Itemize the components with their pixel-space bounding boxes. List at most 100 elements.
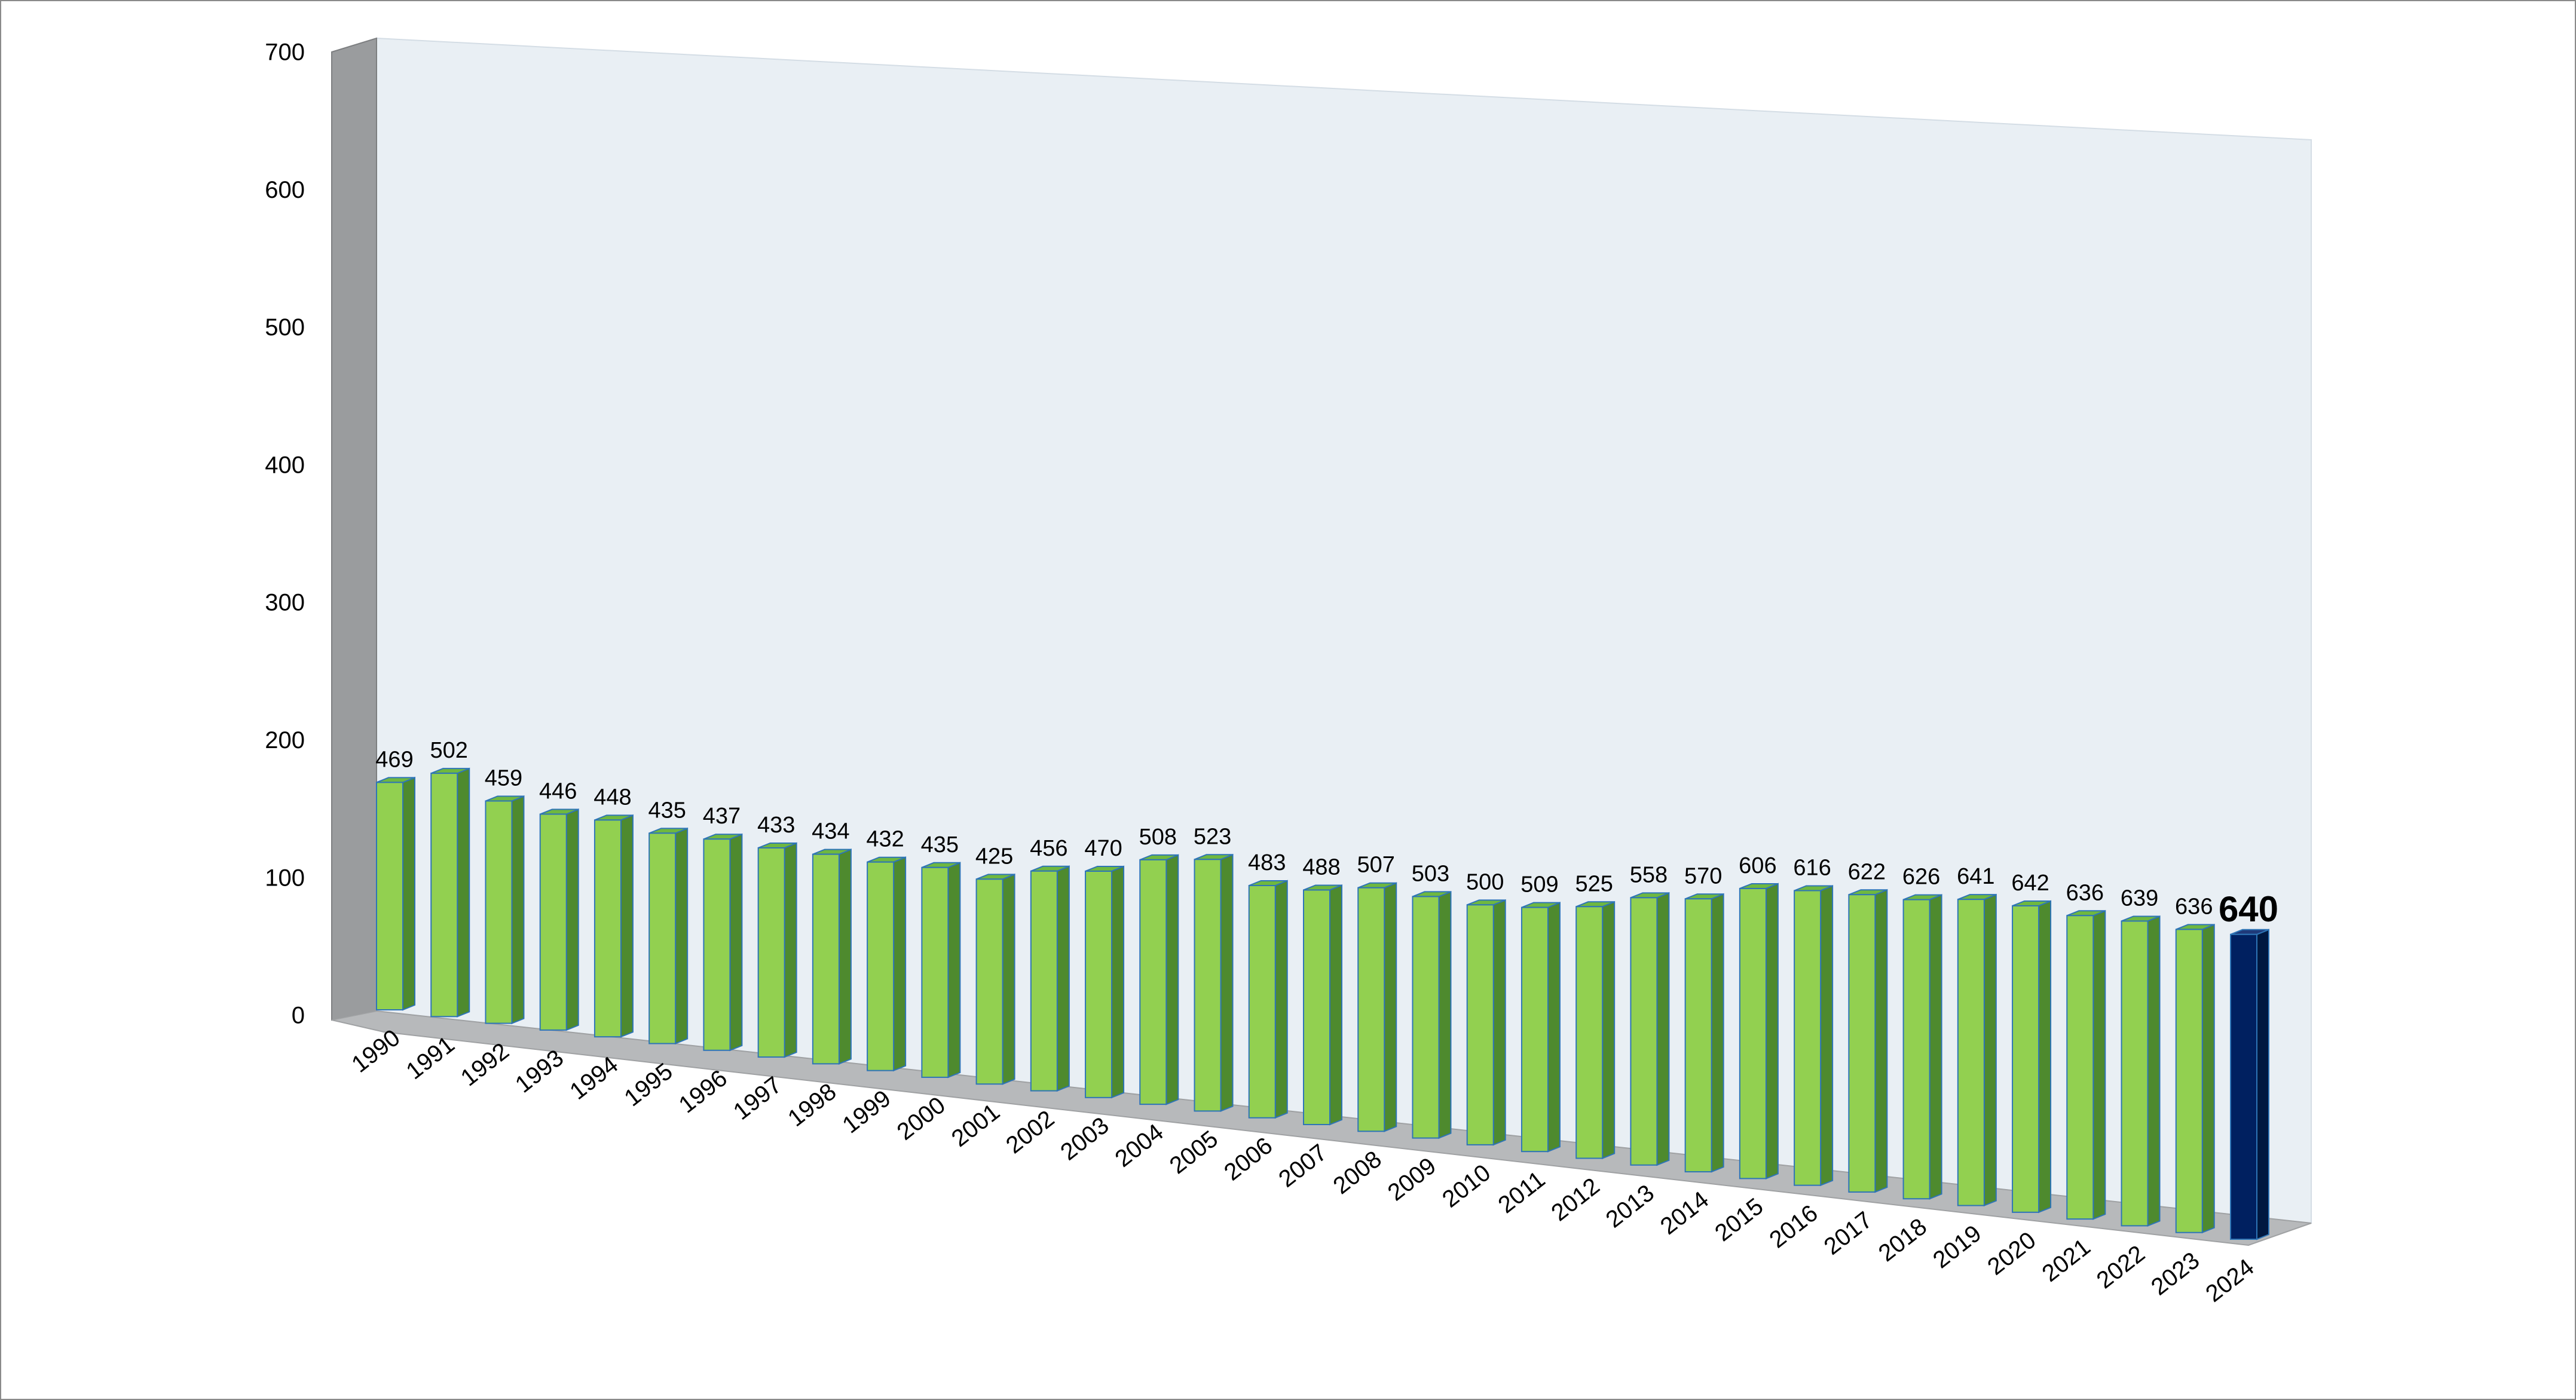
y-tick-label: 0 [292,1003,305,1029]
y-tick-label: 500 [265,314,305,341]
data-label: 507 [1357,853,1395,878]
data-label: 606 [1739,853,1776,878]
bar-2015 [1739,887,1767,1180]
bar-side [1002,873,1015,1085]
data-label: 626 [1902,865,1940,890]
x-tick-label: 2016 [1764,1200,1822,1253]
data-label: 469 [375,747,413,772]
x-tick-label: 2021 [2037,1234,2095,1287]
x-tick-label: 2008 [1329,1146,1387,1199]
data-label: 642 [2011,871,2049,896]
bar-2018 [1902,899,1931,1200]
bar-1992 [485,800,513,1024]
bar-1996 [703,838,731,1051]
data-label: 523 [1194,824,1231,849]
data-label: 488 [1302,854,1340,880]
bar-side [2147,915,2161,1227]
data-label: 570 [1684,863,1722,889]
x-tick-label: 2015 [1710,1193,1768,1246]
x-tick-label: 2018 [1874,1214,1932,1267]
bar-2008 [1357,887,1385,1132]
x-tick-label: 2000 [892,1092,950,1145]
x-tick-label: 2001 [947,1099,1005,1152]
data-label: 470 [1084,836,1122,861]
bar-2012 [1575,906,1604,1159]
y-tick-label: 300 [265,590,305,616]
bar-side [1765,883,1779,1180]
bar-side [2201,923,2215,1234]
x-tick-label: 2012 [1547,1173,1605,1226]
y-tick-label: 200 [265,727,305,753]
data-label: 434 [812,819,849,844]
bar-side [1929,894,1942,1200]
data-label: 448 [593,785,631,810]
data-label: 558 [1630,862,1668,887]
data-label: 425 [975,844,1013,869]
bar-side [1492,899,1506,1146]
bar-1999 [867,861,895,1071]
bar-1995 [648,832,677,1044]
bar-2002 [1030,870,1058,1092]
x-tick-label: 2019 [1928,1220,1986,1273]
bar-2009 [1412,896,1440,1139]
bar-side [1438,890,1452,1139]
bar-side [1165,854,1179,1105]
data-label: 525 [1575,871,1613,896]
bar-2001 [975,878,1004,1085]
bar-1998 [812,853,840,1065]
x-tick-label: 2017 [1819,1206,1877,1260]
bar-side [1602,900,1616,1159]
bar-side [1547,902,1561,1153]
bar-side [784,842,797,1058]
x-tick-label: 2020 [1983,1227,2040,1280]
bar-2017 [1848,894,1876,1193]
data-label: 503 [1412,861,1449,886]
bar-1993 [539,813,567,1031]
data-label: 616 [1793,855,1831,880]
x-tick-label: 2013 [1601,1180,1659,1233]
bar-side [1274,880,1288,1119]
x-tick-label: 1996 [674,1065,732,1118]
data-label: 433 [757,813,795,838]
x-tick-label: 1998 [783,1079,841,1132]
x-tick-label: 1994 [565,1052,623,1105]
data-label: 459 [485,765,522,791]
x-tick-label: 2010 [1437,1159,1495,1212]
data-label: 639 [2121,886,2158,911]
bar-side [402,776,415,1011]
y-tick-label: 600 [265,177,305,203]
x-tick-label: 2003 [1056,1112,1113,1165]
bar-1991 [430,773,458,1018]
y-tick-label: 700 [265,39,305,66]
bar-2023 [2175,929,2203,1233]
bar-2005 [1194,859,1222,1112]
bar-side [2092,909,2106,1220]
bar-side [947,862,961,1079]
data-label: 502 [430,738,468,763]
bar-side [729,833,743,1052]
bar-2020 [2012,905,2040,1213]
x-tick-label: 2022 [2092,1240,2150,1294]
bar-side [1384,882,1397,1132]
floor [331,1010,2312,1246]
bar-2010 [1466,904,1494,1145]
bar-side [2256,929,2269,1240]
bar-side [1983,893,1997,1207]
data-label: 432 [866,827,904,852]
data-label: 509 [1520,872,1558,897]
x-tick-label: 2004 [1110,1119,1168,1172]
bar-2003 [1085,870,1113,1098]
x-tick-label: 2007 [1274,1139,1332,1192]
bar-side [457,767,470,1018]
x-tick-label: 2006 [1219,1132,1277,1185]
x-tick-label: 2005 [1165,1126,1223,1179]
bar-2022 [2121,920,2149,1227]
bar-side [565,808,579,1031]
data-label: 435 [921,832,959,857]
bar-2013 [1630,897,1658,1166]
bar-2006 [1248,885,1276,1119]
bar-side [1111,865,1125,1099]
data-label: 636 [2175,894,2213,919]
